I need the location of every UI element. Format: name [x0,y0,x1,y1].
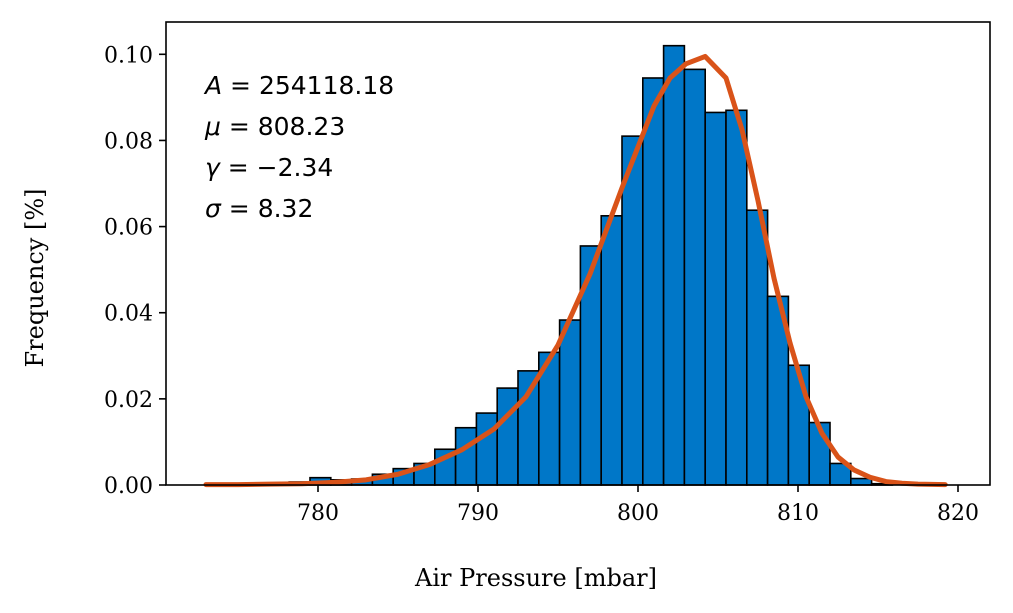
x-tick-label: 810 [777,501,819,526]
y-tick-label: 0.00 [104,474,153,499]
histogram-bar [683,68,707,486]
histogram-bar [475,412,498,486]
fit-parameters: A = 254118.18 μ = 808.23 γ = −2.34 σ = 8.32 [203,71,394,223]
histogram-bar [641,77,665,486]
fit-parameter-label: γ = −2.34 [205,153,333,182]
histogram-bar [787,364,811,486]
histogram-bar [662,44,686,486]
y-tick-label: 0.06 [104,216,153,241]
axes-frame [165,21,991,486]
histogram-bar [579,245,603,486]
histogram-bar [600,215,623,486]
fit-curve [203,53,948,488]
histogram-bar [454,426,478,486]
histogram-bar [558,319,582,486]
histogram-bar [725,109,748,486]
histogram-bar [704,111,727,486]
histogram-bar [496,387,519,486]
x-tick-label: 780 [297,501,339,526]
x-axis-label: Air Pressure [mbar] [414,564,657,592]
x-tick-label: 800 [617,501,659,526]
y-tick-label: 0.10 [104,43,153,68]
histogram-bar [621,135,644,486]
fit-parameter-label: μ = 808.23 [204,112,345,141]
histogram-bar [745,209,769,486]
histogram-bar [849,477,873,486]
y-axis-label: Frequency [%] [21,189,49,368]
y-axis-ticks: 0.00 0.02 0.04 0.06 0.08 0.10 [104,43,166,499]
x-tick-label: 790 [457,501,499,526]
y-tick-label: 0.08 [104,129,153,154]
fit-parameter-label: A = 254118.18 [203,71,394,100]
y-tick-label: 0.04 [104,302,153,327]
fit-parameter-label: σ = 8.32 [205,194,313,223]
x-tick-label: 820 [937,501,979,526]
x-axis-ticks: 780 790 800 810 820 [297,485,979,526]
histogram-bar [517,370,540,486]
y-tick-label: 0.02 [104,388,153,413]
